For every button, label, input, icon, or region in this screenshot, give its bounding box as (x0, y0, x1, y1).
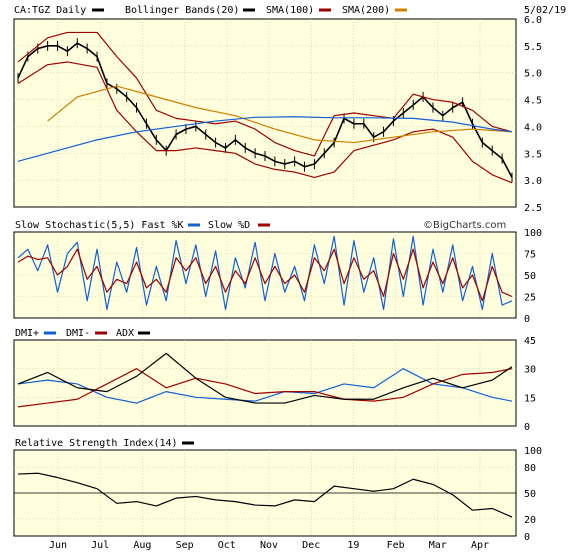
y-tick-label: 0 (524, 314, 530, 325)
y-tick-label: 25 (524, 293, 536, 304)
y-tick-label: 2.5 (524, 203, 542, 214)
sma200-legend-label: SMA(200) (342, 5, 390, 16)
series-line-dmi-dmi- (17, 368, 513, 404)
x-tick-label: Feb (387, 540, 405, 551)
series-line-price-bb-lower (17, 61, 513, 184)
symbol-label: CA:TGZ Daily (14, 5, 86, 16)
x-tick-labels: Jun Jul Aug Sep Oct Nov Dec 19 Feb Mar Apr (49, 540, 489, 551)
chart-header: CA:TGZ Daily Bollinger Bands(20) SMA(100… (14, 5, 566, 16)
y-tick-label: 5.0 (524, 69, 542, 80)
x-tick-label: Aug (133, 540, 151, 551)
series-line-stochastic-slow-d (17, 248, 513, 302)
watermark: ©BigCharts.com (423, 220, 506, 231)
y-tick-label: 3.5 (524, 149, 542, 160)
series-lines (17, 31, 513, 518)
y-tick-label: 0 (524, 532, 530, 543)
stochastic-panel (13, 231, 517, 319)
y-tick-label: 3.0 (524, 176, 542, 187)
y-tick-label: 100 (524, 228, 542, 239)
series-line-rsi-rsi-14- (17, 472, 513, 518)
x-tick-label: Sep (176, 540, 194, 551)
y-tick-label: 5.5 (524, 42, 542, 53)
adx-label: ADX (116, 328, 134, 339)
series-line-price-sma-100- (47, 85, 513, 144)
y-tick-label: 4.5 (524, 96, 542, 107)
x-tick-label: Jul (91, 540, 109, 551)
series-line-dmi-adx (17, 352, 513, 404)
y-tick-label: 30 (524, 365, 536, 376)
y-tick-label: 100 (524, 446, 542, 457)
rsi-title: Relative Strength Index(14) (15, 438, 178, 449)
y-tick-label: 4.0 (524, 122, 542, 133)
series-line-price-sma-200- (17, 116, 513, 162)
y-tick-label: 0 (524, 422, 530, 433)
x-tick-label: Mar (429, 540, 447, 551)
series-line-dmi-dmi- (17, 368, 513, 408)
y-tick-label: 50 (524, 271, 536, 282)
y-tick-label: 50 (524, 489, 536, 500)
stochastic-title-bg (14, 218, 242, 231)
x-tick-label: Jun (49, 540, 67, 551)
x-tick-label: Apr (471, 540, 489, 551)
series-line-stochastic-fast-k (17, 235, 513, 310)
x-tick-label: Dec (302, 540, 320, 551)
stochastic-title: Slow Stochastic(5,5) Fast %K (15, 220, 184, 231)
slow-d-label: Slow %D (208, 220, 250, 231)
bollinger-legend-label: Bollinger Bands(20) (125, 5, 239, 16)
dmi-panel (13, 339, 517, 427)
date-label: 5/02/19 (524, 5, 566, 16)
y-tick-label: 80 (524, 463, 536, 474)
y-tick-label: 15 (524, 393, 536, 404)
x-tick-label: 19 (347, 540, 359, 551)
x-tick-label: Nov (260, 540, 278, 551)
y-tick-label: 20 (524, 515, 536, 526)
sma100-legend-label: SMA(100) (266, 5, 314, 16)
dmi-minus-label: DMI- (66, 328, 90, 339)
series-line-price-bb-upper (17, 31, 513, 157)
dmi-plus-label: DMI+ (15, 328, 39, 339)
y-tick-labels: 6.0 5.5 5.0 4.5 4.0 3.5 3.0 2.5 100 75 50 25 0 45 30 15… (524, 15, 542, 543)
y-tick-label: 45 (524, 336, 536, 347)
y-tick-label: 75 (524, 250, 536, 261)
y-tick-label: 6.0 (524, 15, 542, 26)
x-tick-label: Oct (218, 540, 236, 551)
price-panel (13, 18, 517, 208)
